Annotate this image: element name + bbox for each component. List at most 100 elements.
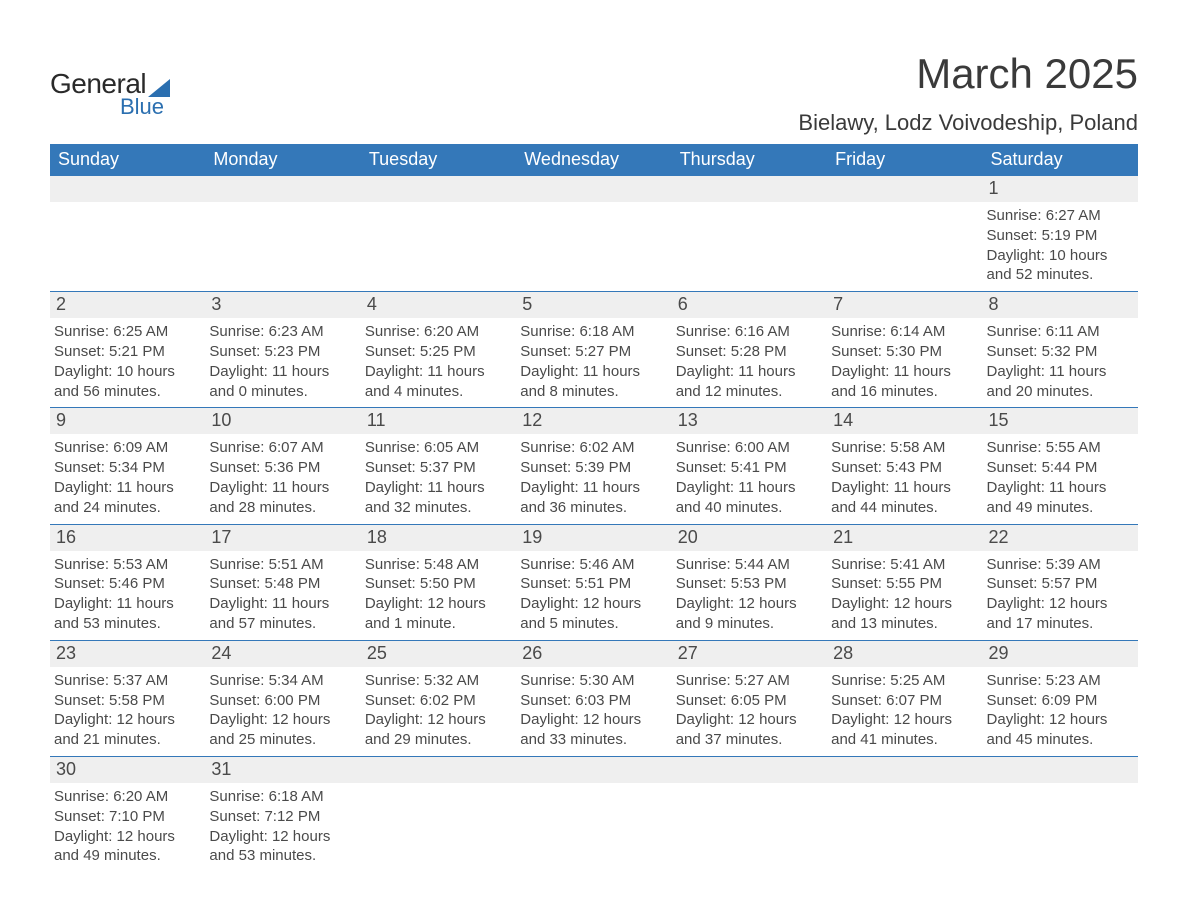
day-info-cell: Sunrise: 6:05 AMSunset: 5:37 PMDaylight:…	[361, 434, 516, 524]
daylight-text: Daylight: 12 hours	[54, 827, 201, 847]
sunrise-text: Sunrise: 6:07 AM	[209, 438, 356, 458]
day-info-cell: Sunrise: 5:51 AMSunset: 5:48 PMDaylight:…	[205, 551, 360, 641]
daylight-text: Daylight: 11 hours	[209, 594, 356, 614]
sunrise-text: Sunrise: 6:09 AM	[54, 438, 201, 458]
day-number-cell	[50, 176, 205, 203]
day-number-cell: 19	[516, 524, 671, 551]
logo: General Blue	[50, 50, 170, 120]
sunset-text: Sunset: 7:10 PM	[54, 807, 201, 827]
calendar-table: Sunday Monday Tuesday Wednesday Thursday…	[50, 144, 1138, 872]
daylight-text: Daylight: 11 hours	[987, 362, 1134, 382]
day-number-cell	[983, 756, 1138, 783]
calendar-body: 1Sunrise: 6:27 AMSunset: 5:19 PMDaylight…	[50, 176, 1138, 873]
daylight-text: and 9 minutes.	[676, 614, 823, 634]
daylight-text: and 53 minutes.	[209, 846, 356, 866]
weekday-header: Saturday	[983, 144, 1138, 176]
day-info-cell: Sunrise: 6:18 AMSunset: 7:12 PMDaylight:…	[205, 783, 360, 872]
day-info-cell: Sunrise: 5:39 AMSunset: 5:57 PMDaylight:…	[983, 551, 1138, 641]
daylight-text: Daylight: 12 hours	[54, 710, 201, 730]
day-info-cell: Sunrise: 5:25 AMSunset: 6:07 PMDaylight:…	[827, 667, 982, 757]
daylight-text: Daylight: 11 hours	[676, 362, 823, 382]
day-info-cell: Sunrise: 6:09 AMSunset: 5:34 PMDaylight:…	[50, 434, 205, 524]
title-block: March 2025 Bielawy, Lodz Voivodeship, Po…	[798, 50, 1138, 136]
sunrise-text: Sunrise: 6:27 AM	[987, 206, 1134, 226]
sunrise-text: Sunrise: 5:41 AM	[831, 555, 978, 575]
daylight-text: Daylight: 12 hours	[365, 710, 512, 730]
day-number-cell: 17	[205, 524, 360, 551]
daylight-text: and 28 minutes.	[209, 498, 356, 518]
daylight-text: and 12 minutes.	[676, 382, 823, 402]
daylight-text: Daylight: 12 hours	[209, 710, 356, 730]
day-info-cell	[361, 783, 516, 872]
day-info-cell: Sunrise: 6:25 AMSunset: 5:21 PMDaylight:…	[50, 318, 205, 408]
sunrise-text: Sunrise: 5:25 AM	[831, 671, 978, 691]
day-info-cell: Sunrise: 6:14 AMSunset: 5:30 PMDaylight:…	[827, 318, 982, 408]
daylight-text: Daylight: 12 hours	[676, 710, 823, 730]
day-number-cell: 21	[827, 524, 982, 551]
day-number-row: 9101112131415	[50, 408, 1138, 435]
sunset-text: Sunset: 6:09 PM	[987, 691, 1134, 711]
sunrise-text: Sunrise: 5:32 AM	[365, 671, 512, 691]
header: General Blue March 2025 Bielawy, Lodz Vo…	[50, 50, 1138, 136]
day-info-cell	[205, 202, 360, 292]
day-number-cell: 12	[516, 408, 671, 435]
daylight-text: and 49 minutes.	[54, 846, 201, 866]
sunrise-text: Sunrise: 6:18 AM	[520, 322, 667, 342]
sunrise-text: Sunrise: 5:27 AM	[676, 671, 823, 691]
daylight-text: and 32 minutes.	[365, 498, 512, 518]
day-info-cell	[50, 202, 205, 292]
day-number-cell	[516, 176, 671, 203]
day-number-cell: 3	[205, 292, 360, 319]
daylight-text: and 25 minutes.	[209, 730, 356, 750]
day-number-cell	[361, 176, 516, 203]
day-info-cell: Sunrise: 5:41 AMSunset: 5:55 PMDaylight:…	[827, 551, 982, 641]
day-number-cell: 9	[50, 408, 205, 435]
daylight-text: and 56 minutes.	[54, 382, 201, 402]
daylight-text: Daylight: 12 hours	[831, 594, 978, 614]
sunset-text: Sunset: 5:39 PM	[520, 458, 667, 478]
sunrise-text: Sunrise: 6:18 AM	[209, 787, 356, 807]
day-number-row: 23242526272829	[50, 640, 1138, 667]
day-number-cell: 18	[361, 524, 516, 551]
page-title: March 2025	[798, 50, 1138, 98]
daylight-text: Daylight: 11 hours	[520, 362, 667, 382]
day-info-cell: Sunrise: 5:23 AMSunset: 6:09 PMDaylight:…	[983, 667, 1138, 757]
sunrise-text: Sunrise: 5:46 AM	[520, 555, 667, 575]
day-info-cell: Sunrise: 5:58 AMSunset: 5:43 PMDaylight:…	[827, 434, 982, 524]
daylight-text: Daylight: 11 hours	[54, 594, 201, 614]
sunset-text: Sunset: 5:23 PM	[209, 342, 356, 362]
sunrise-text: Sunrise: 5:58 AM	[831, 438, 978, 458]
daylight-text: and 24 minutes.	[54, 498, 201, 518]
daylight-text: Daylight: 12 hours	[520, 710, 667, 730]
sunrise-text: Sunrise: 6:11 AM	[987, 322, 1134, 342]
daylight-text: Daylight: 12 hours	[831, 710, 978, 730]
daylight-text: and 29 minutes.	[365, 730, 512, 750]
sunset-text: Sunset: 7:12 PM	[209, 807, 356, 827]
day-info-cell: Sunrise: 5:53 AMSunset: 5:46 PMDaylight:…	[50, 551, 205, 641]
daylight-text: and 36 minutes.	[520, 498, 667, 518]
day-info-cell	[672, 783, 827, 872]
day-info-cell: Sunrise: 5:37 AMSunset: 5:58 PMDaylight:…	[50, 667, 205, 757]
sunrise-text: Sunrise: 6:20 AM	[54, 787, 201, 807]
sunset-text: Sunset: 6:03 PM	[520, 691, 667, 711]
day-number-row: 1	[50, 176, 1138, 203]
day-number-cell: 25	[361, 640, 516, 667]
day-number-cell: 14	[827, 408, 982, 435]
sunset-text: Sunset: 5:36 PM	[209, 458, 356, 478]
sunrise-text: Sunrise: 6:20 AM	[365, 322, 512, 342]
day-info-cell	[983, 783, 1138, 872]
daylight-text: Daylight: 11 hours	[520, 478, 667, 498]
daylight-text: and 0 minutes.	[209, 382, 356, 402]
daylight-text: and 13 minutes.	[831, 614, 978, 634]
daylight-text: Daylight: 11 hours	[365, 362, 512, 382]
day-number-cell: 5	[516, 292, 671, 319]
weekday-header: Friday	[827, 144, 982, 176]
day-info-cell	[827, 783, 982, 872]
day-number-cell: 15	[983, 408, 1138, 435]
sunset-text: Sunset: 6:00 PM	[209, 691, 356, 711]
day-info-cell	[827, 202, 982, 292]
daylight-text: and 5 minutes.	[520, 614, 667, 634]
day-info-cell: Sunrise: 5:30 AMSunset: 6:03 PMDaylight:…	[516, 667, 671, 757]
logo-text-blue: Blue	[120, 94, 170, 120]
day-number-cell: 16	[50, 524, 205, 551]
